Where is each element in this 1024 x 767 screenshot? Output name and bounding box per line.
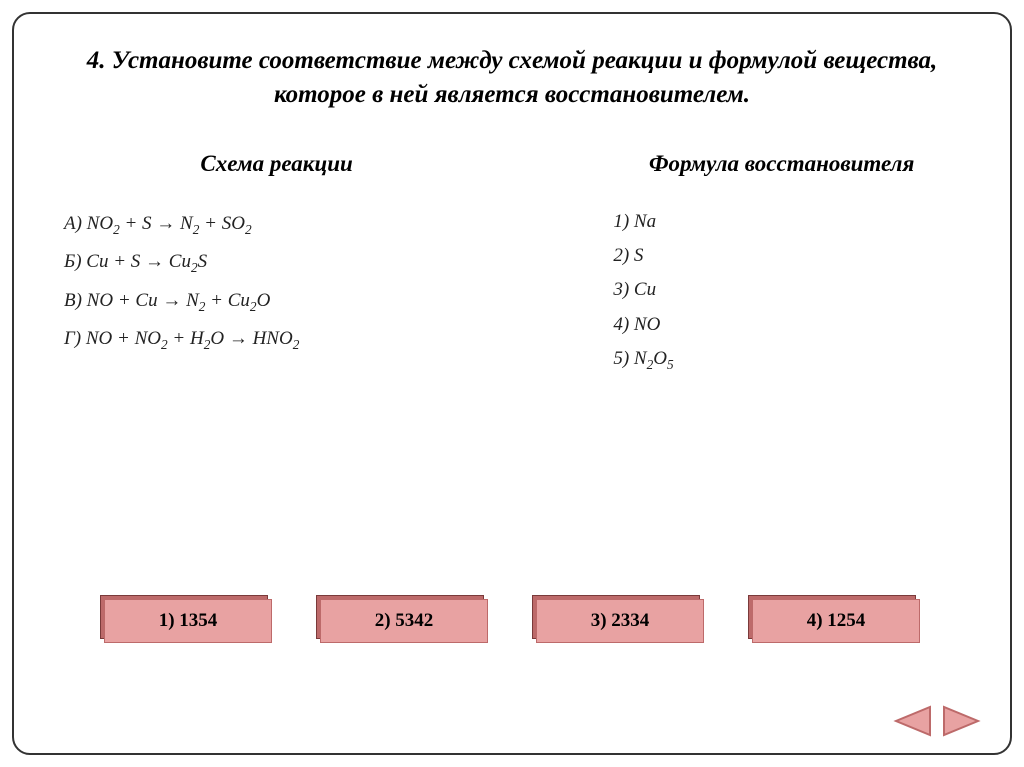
button-face: 2) 5342: [320, 599, 488, 643]
options-heading: Формула восстановителя: [613, 150, 950, 178]
button-face: 4) 1254: [752, 599, 920, 643]
option-4: 4) NO: [613, 308, 950, 342]
reaction-c: В) NO + Cu → N2 + Cu2O: [64, 282, 489, 320]
reactions-heading: Схема реакции: [64, 150, 489, 178]
reaction-b: Б) Cu + S → Cu2S: [64, 243, 489, 281]
reactions-column: Схема реакции А) NO2 + S → N2 + SO2 Б) C…: [64, 150, 489, 377]
options-list: 1) Na 2) S 3) Cu 4) NO 5) N2O5: [613, 205, 950, 376]
answer-label: 1) 1354: [159, 610, 218, 632]
answer-label: 4) 1254: [807, 610, 866, 632]
question-title: 4. Установите соответствие между схемой …: [54, 44, 970, 112]
answer-button-1[interactable]: 1) 1354: [104, 599, 272, 643]
reactions-list: А) NO2 + S → N2 + SO2 Б) Cu + S → Cu2S В…: [64, 205, 489, 359]
button-face: 3) 2334: [536, 599, 704, 643]
prev-button[interactable]: [892, 705, 932, 737]
reaction-a: А) NO2 + S → N2 + SO2: [64, 205, 489, 243]
option-1: 1) Na: [613, 205, 950, 239]
answer-button-3[interactable]: 3) 2334: [536, 599, 704, 643]
answer-label: 2) 5342: [375, 610, 434, 632]
content-columns: Схема реакции А) NO2 + S → N2 + SO2 Б) C…: [54, 150, 970, 377]
answer-button-4[interactable]: 4) 1254: [752, 599, 920, 643]
arrow-left-icon: [892, 705, 932, 737]
next-button[interactable]: [942, 705, 982, 737]
option-5: 5) N2O5: [613, 342, 950, 377]
option-3: 3) Cu: [613, 273, 950, 307]
arrow-right-icon: [942, 705, 982, 737]
answer-buttons-row: 1) 1354 2) 5342 3) 2334 4) 1254: [14, 599, 1010, 643]
option-2: 2) S: [613, 239, 950, 273]
answer-label: 3) 2334: [591, 610, 650, 632]
slide-frame: 4. Установите соответствие между схемой …: [12, 12, 1012, 755]
button-face: 1) 1354: [104, 599, 272, 643]
nav-arrows: [892, 705, 982, 737]
answer-button-2[interactable]: 2) 5342: [320, 599, 488, 643]
options-column: Формула восстановителя 1) Na 2) S 3) Cu …: [613, 150, 950, 377]
reaction-d: Г) NO + NO2 + H2O → HNO2: [64, 320, 489, 358]
